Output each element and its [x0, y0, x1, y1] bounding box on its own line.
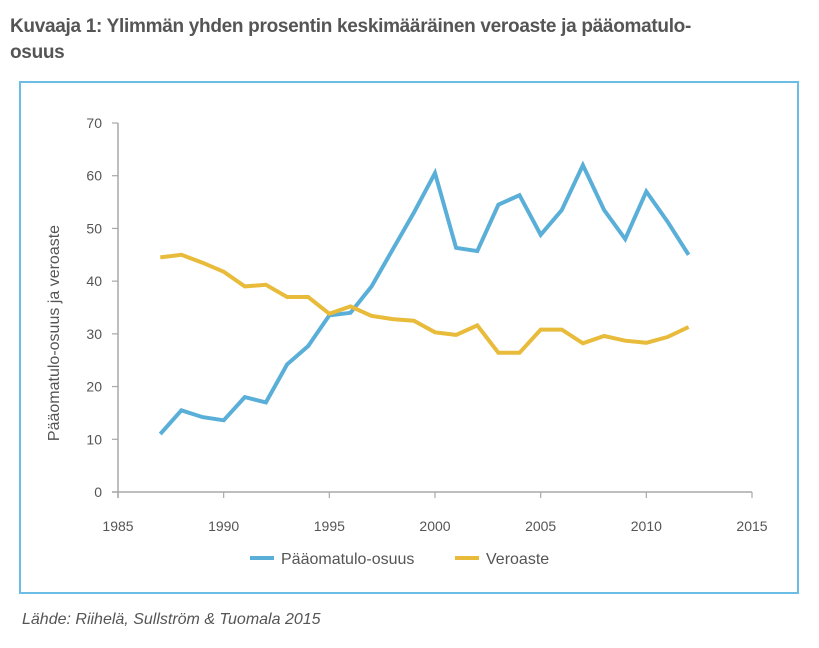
y-tick-label: 70 [86, 115, 102, 131]
source-note: Lähde: Riihelä, Sullström & Tuomala 2015 [22, 611, 321, 628]
x-tick-label: 2000 [419, 518, 450, 534]
legend: Pääomatulo-osuus Veroaste [250, 551, 549, 568]
y-tick-label: 40 [86, 273, 102, 289]
chart-frame [19, 81, 799, 594]
x-tick-label: 2005 [525, 518, 556, 534]
series-line-veroaste [160, 252, 690, 355]
y-tick-label: 10 [86, 431, 102, 447]
x-tick-label: 1990 [208, 518, 239, 534]
chart-title: Kuvaaja 1: Ylimmän yhden prosentin keski… [10, 16, 692, 63]
x-tick-label: 2010 [631, 518, 662, 534]
y-tick-label: 60 [86, 168, 102, 184]
legend-label: Veroaste [486, 551, 549, 568]
series-line-paaomatulo-osuus [158, 160, 691, 436]
x-tick-label: 1985 [102, 518, 133, 534]
x-tick-label: 1995 [314, 518, 345, 534]
axes: 0 10 20 30 40 50 60 70 1985 1990 1995 2000 2005 2010 2… [86, 115, 767, 534]
series-lines [158, 160, 691, 436]
y-axis-title: Pääomatulo-osuus ja veroaste [46, 225, 63, 441]
y-tick-label: 50 [86, 220, 102, 236]
x-tick-label: 2015 [736, 518, 767, 534]
y-tick-label: 20 [86, 379, 102, 395]
y-tick-label: 0 [94, 484, 102, 500]
legend-label: Pääomatulo-osuus [281, 551, 414, 568]
y-tick-label: 30 [86, 326, 102, 342]
